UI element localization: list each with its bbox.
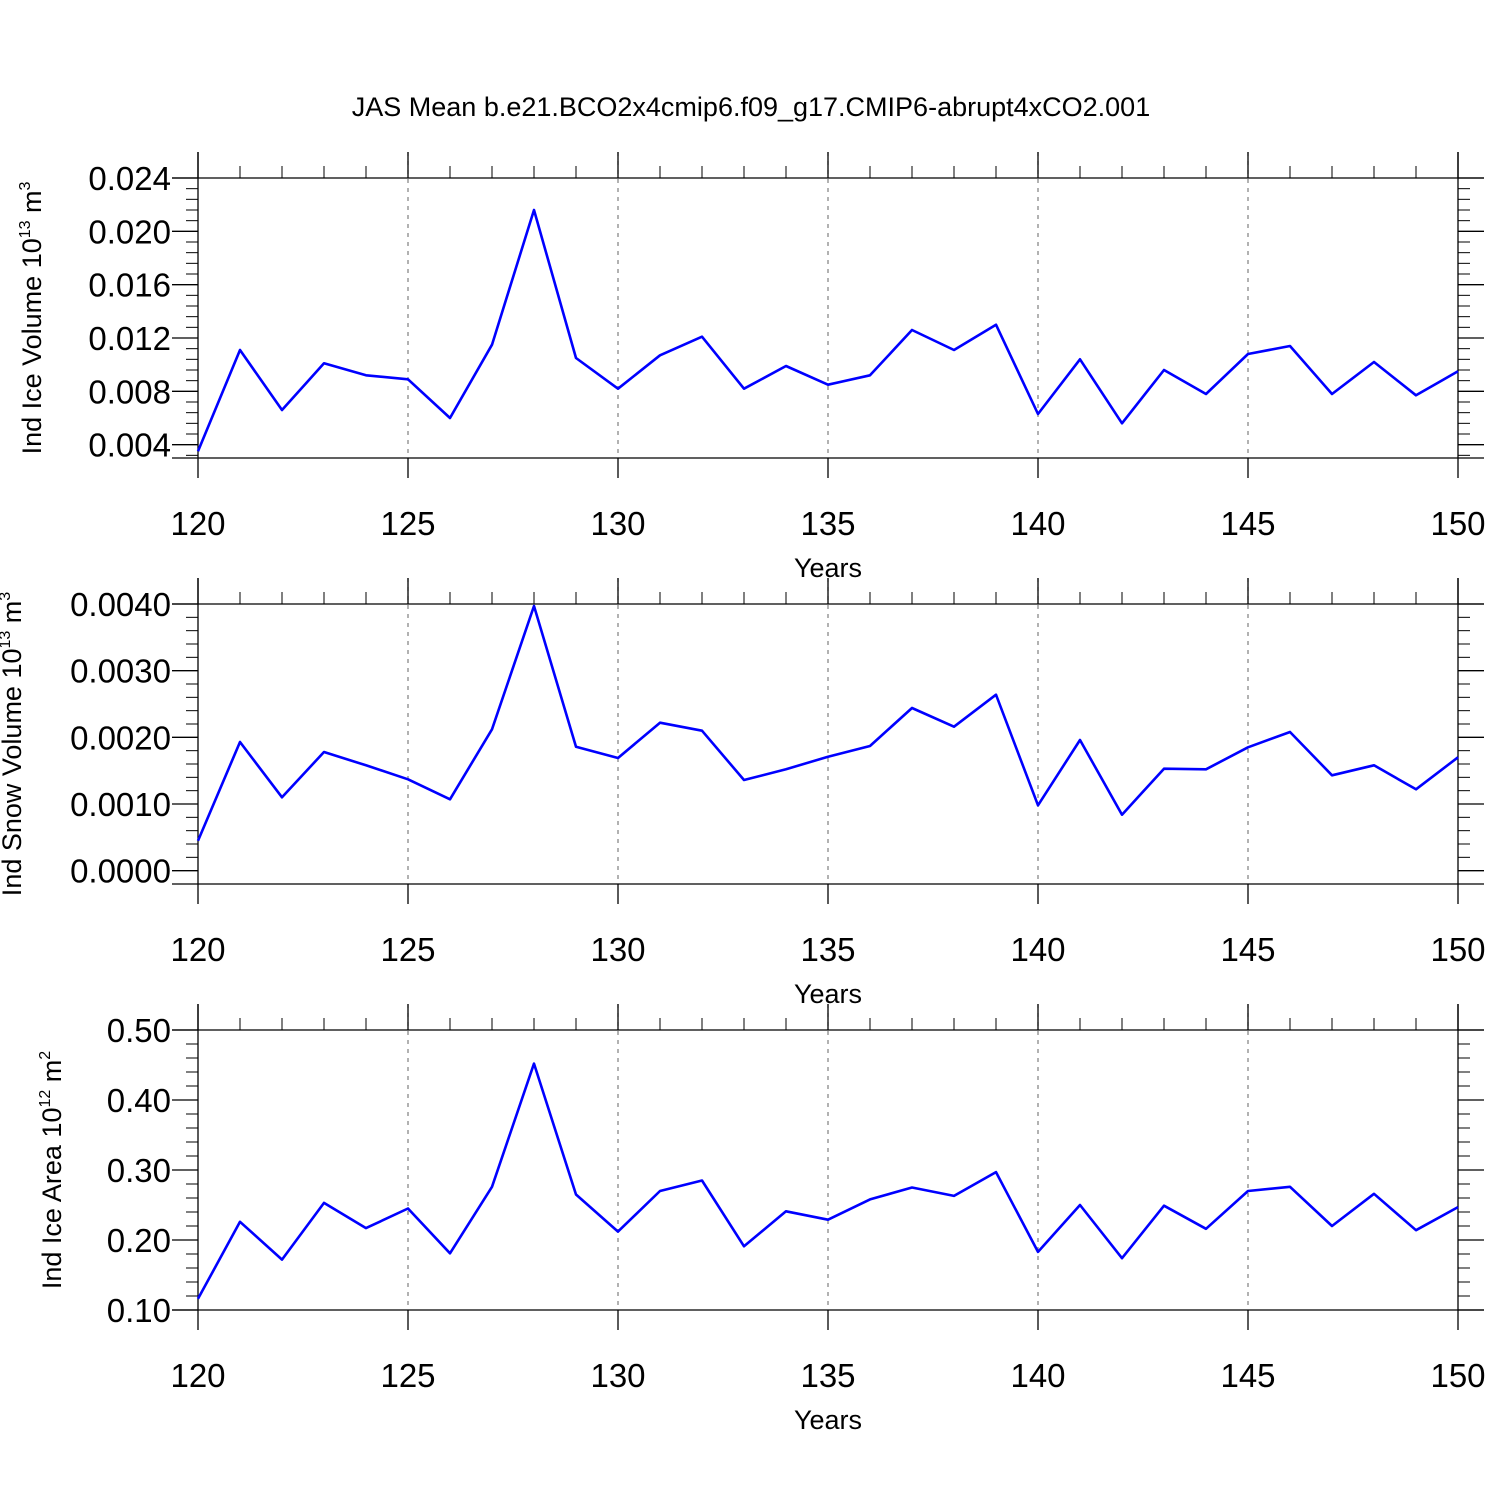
y-axis-title-unit: m [17,190,47,220]
x-tick-label: 145 [1220,931,1275,968]
y-tick-label: 0.10 [107,1292,171,1329]
x-tick-label: 145 [1220,1357,1275,1394]
x-tick-label: 120 [170,1357,225,1394]
y-axis-title-exponent: 13 [0,631,14,649]
x-tick-label: 135 [800,931,855,968]
y-tick-label: 0.020 [88,213,171,250]
x-tick-label: 140 [1010,931,1065,968]
y-axis-title-unit: m [37,1060,67,1090]
y-axis-title: Ind Ice Volume 1013 m3 [17,181,47,454]
x-tick-label: 125 [380,931,435,968]
y-tick-label: 0.004 [88,427,171,464]
x-tick-label: 140 [1010,1357,1065,1394]
y-tick-label: 0.024 [88,160,171,197]
y-axis-title-unit: m [0,601,27,631]
x-tick-label: 135 [800,505,855,542]
x-tick-label: 125 [380,1357,435,1394]
y-axis-title: Ind Ice Area 1012 m2 [37,1051,67,1289]
y-axis-title-unit-exponent: 2 [37,1051,54,1060]
x-tick-label: 130 [590,931,645,968]
x-tick-label: 120 [170,931,225,968]
x-tick-label: 145 [1220,505,1275,542]
figure-title: JAS Mean b.e21.BCO2x4cmip6.f09_g17.CMIP6… [352,92,1150,122]
y-axis-title-unit-exponent: 3 [0,592,14,601]
y-axis-title-unit-exponent: 3 [17,181,34,190]
y-axis-title-text: Ind Snow Volume 10 [0,649,27,897]
x-axis-title: Years [794,1405,862,1435]
y-tick-label: 0.40 [107,1082,171,1119]
x-tick-label: 130 [590,505,645,542]
x-tick-label: 150 [1430,1357,1485,1394]
series-line [196,1062,1459,1300]
y-axis-title-exponent: 12 [37,1090,54,1108]
chart-panel-2: 120 125 130 135 140 145 150 0.0000 0.0010 0.0020 0… [0,578,1486,1009]
x-tick-label: 130 [590,1357,645,1394]
y-tick-label: 0.0040 [70,586,171,623]
x-tick-label: 150 [1430,931,1485,968]
chart-panel-1: 120 125 130 135 140 145 150 0.004 0.008 0.012 0.01… [17,152,1486,583]
chart-panel-3: 120 125 130 135 140 145 150 0.10 0.20 0.30 0.40 0.5… [37,1004,1486,1435]
y-tick-label: 0.012 [88,320,171,357]
y-tick-label: 0.30 [107,1152,171,1189]
y-tick-label: 0.016 [88,267,171,304]
x-tick-label: 135 [800,1357,855,1394]
y-tick-label: 0.0030 [70,653,171,690]
y-tick-label: 0.0020 [70,719,171,756]
x-tick-label: 125 [380,505,435,542]
y-tick-label: 0.0010 [70,786,171,823]
y-axis-title: Ind Snow Volume 1013 m3 [0,592,27,896]
x-tick-label: 140 [1010,505,1065,542]
y-axis-title-text: Ind Ice Area 10 [37,1108,67,1290]
y-tick-label: 0.0000 [70,853,171,890]
y-tick-label: 0.008 [88,373,171,410]
y-axis-title-exponent: 13 [17,220,34,238]
y-tick-label: 0.50 [107,1012,171,1049]
y-tick-label: 0.20 [107,1222,171,1259]
panels: 120 125 130 135 140 145 150 0.004 0.008 0.012 0.01… [0,152,1486,1435]
x-tick-label: 120 [170,505,225,542]
series-line [196,604,1459,842]
series-line [196,208,1459,452]
x-tick-label: 150 [1430,505,1485,542]
y-axis-title-text: Ind Ice Volume 10 [17,238,47,454]
